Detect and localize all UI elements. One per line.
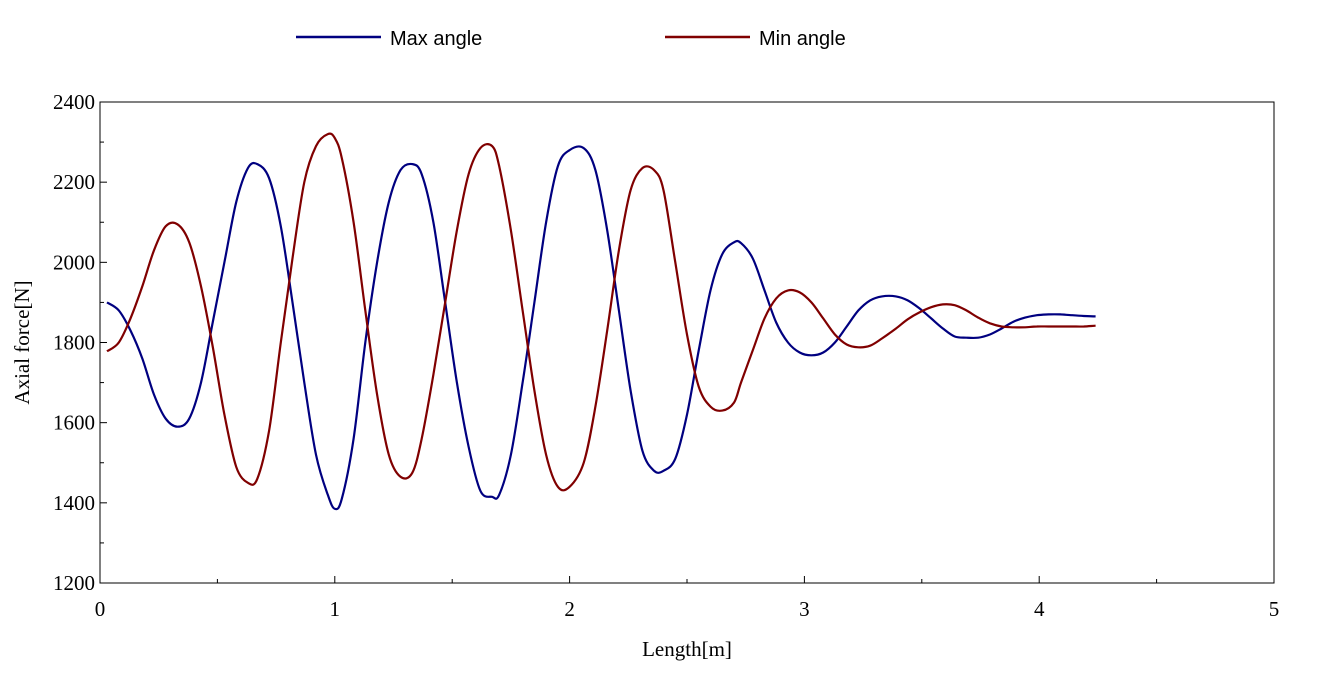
- series-line-max-angle: [106, 145, 1096, 511]
- x-tick-label: 3: [799, 597, 810, 621]
- y-axis-label: Axial force[N]: [10, 280, 34, 404]
- legend-label: Min angle: [759, 28, 846, 50]
- series-line-min-angle: [106, 132, 1096, 492]
- y-tick-label: 2200: [53, 170, 95, 194]
- plot-frame: [99, 101, 1275, 584]
- y-tick-label: 1200: [53, 571, 95, 595]
- x-axis-label: Length[m]: [642, 637, 732, 661]
- x-axis: 0 1 2 3 4 5: [95, 576, 1280, 621]
- y-tick-label: 1400: [53, 491, 95, 515]
- y-tick-label: 1800: [53, 331, 95, 355]
- legend-item: Max angle: [296, 28, 482, 50]
- x-tick-label: 2: [564, 597, 575, 621]
- y-axis: 1200 1400 1600 1800 2000 2200 2400: [53, 90, 107, 595]
- y-tick-label: 2000: [53, 250, 95, 274]
- series-layer: [106, 132, 1096, 511]
- x-tick-label: 4: [1034, 597, 1045, 621]
- y-tick-label: 1600: [53, 411, 95, 435]
- y-tick-label: 2400: [53, 90, 95, 114]
- legend: Max angle Min angle: [296, 28, 846, 50]
- legend-label: Max angle: [390, 28, 482, 50]
- x-tick-label: 0: [95, 597, 106, 621]
- x-tick-label: 5: [1269, 597, 1280, 621]
- x-tick-label: 1: [330, 597, 341, 621]
- legend-item: Min angle: [665, 28, 846, 50]
